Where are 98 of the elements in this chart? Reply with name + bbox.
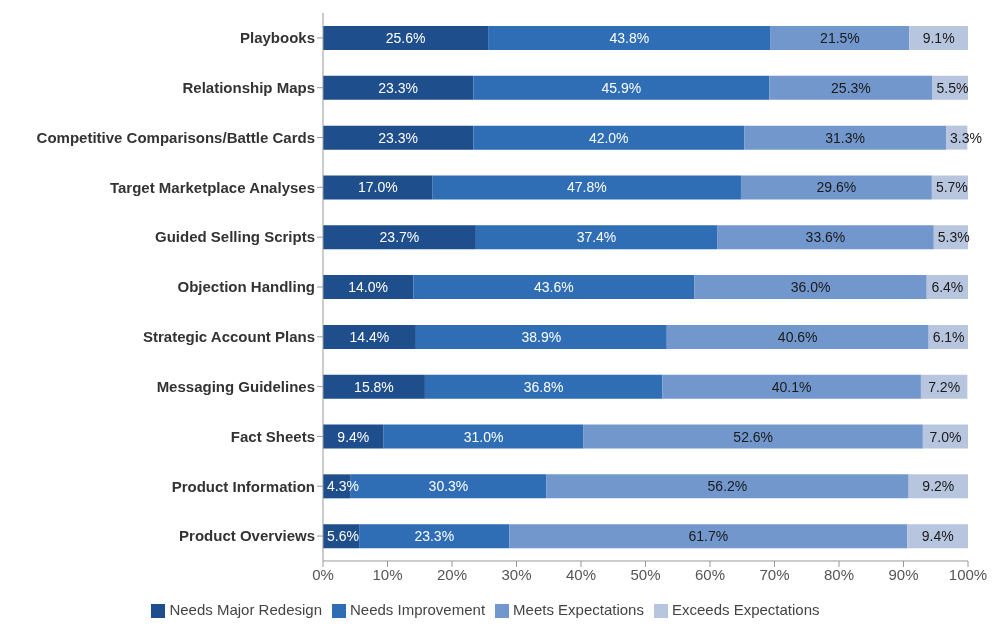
bar (583, 424, 923, 449)
bar (473, 75, 770, 100)
data-label: 40.1% (771, 378, 812, 395)
x-tick-label: 100% (948, 565, 988, 583)
y-tick-label: Messaging Guidelines (156, 377, 315, 395)
data-label: 5.3% (937, 229, 970, 246)
data-label: 14.0% (348, 279, 388, 296)
bar (666, 324, 929, 349)
bar (323, 225, 476, 250)
bar (717, 225, 934, 250)
data-label: 43.8% (609, 30, 650, 46)
bar (488, 26, 771, 50)
bar (475, 225, 718, 250)
data-label: 9.1% (922, 30, 955, 46)
y-tick-label: Guided Selling Scripts (154, 228, 315, 246)
bar (415, 324, 667, 349)
data-label: 33.6% (805, 229, 846, 246)
bar (323, 125, 474, 150)
data-label: 17.0% (357, 179, 398, 196)
data-label: 7.0% (929, 428, 962, 445)
data-label: 43.6% (534, 279, 574, 296)
data-label: 7.2% (928, 378, 961, 395)
data-label: 14.4% (349, 328, 390, 345)
x-tick-label: 80% (823, 565, 855, 583)
data-label: 4.3% (327, 478, 359, 495)
y-tick-label: Playbooks (239, 29, 315, 47)
data-label: 45.9% (601, 79, 642, 96)
data-label: 37.4% (576, 229, 617, 246)
x-tick-label: 10% (372, 565, 403, 583)
x-tick-label: 0% (312, 565, 334, 583)
bar (323, 26, 489, 50)
data-label: 9.4% (921, 528, 954, 545)
legend-label: Needs Major Redesign (169, 600, 322, 618)
data-label: 31.3% (825, 129, 865, 146)
data-label: 30.3% (428, 478, 469, 495)
data-label: 15.8% (354, 378, 394, 395)
data-label: 61.7% (688, 528, 729, 545)
data-label: 31.0% (463, 428, 504, 445)
x-tick-label: 50% (630, 565, 661, 583)
bar (359, 524, 510, 549)
bar (694, 275, 927, 300)
bar (473, 125, 745, 150)
y-tick-label: Fact Sheets (230, 427, 315, 445)
bar (323, 374, 425, 399)
bar (662, 374, 921, 399)
y-tick-label: Relationship Maps (182, 79, 315, 97)
y-tick-label: Objection Handling (177, 278, 315, 296)
x-tick-label: 20% (436, 565, 468, 583)
y-tick-label: Product Information (171, 477, 315, 495)
data-label: 5.5% (936, 79, 969, 96)
bar (424, 374, 663, 399)
legend-label: Meets Expectations (513, 600, 644, 618)
data-label: 23.3% (378, 129, 418, 146)
data-label: 36.8% (523, 378, 564, 395)
data-label: 6.1% (932, 328, 965, 345)
bar (323, 75, 474, 100)
data-label: 23.3% (414, 528, 455, 545)
data-label: 6.4% (931, 279, 964, 296)
data-label: 23.7% (379, 229, 420, 246)
x-tick-label: 60% (694, 565, 726, 583)
data-label: 5.7% (935, 179, 968, 196)
x-tick-label: 70% (759, 565, 790, 583)
y-tick-label: Strategic Account Plans (143, 328, 315, 346)
bar (323, 175, 433, 200)
data-label: 52.6% (733, 428, 774, 445)
bar (323, 324, 416, 349)
x-tick-label: 90% (888, 565, 919, 583)
data-label: 9.2% (922, 478, 955, 495)
y-tick-label: Target Marketplace Analyses (109, 178, 315, 196)
bar (744, 125, 947, 150)
bar (383, 424, 584, 449)
data-label: 5.6% (327, 528, 359, 545)
legend-label: Needs Improvement (350, 600, 486, 618)
data-label: 3.3% (950, 129, 982, 146)
y-tick-label: Product Overviews (179, 527, 315, 545)
bar (413, 275, 695, 300)
bar (432, 175, 741, 200)
bar (740, 175, 932, 200)
data-label: 36.0% (790, 279, 831, 296)
data-label: 42.0% (588, 129, 629, 146)
x-tick-label: 40% (565, 565, 597, 583)
bar (509, 524, 908, 549)
bar (770, 26, 910, 50)
data-label: 9.4% (337, 428, 370, 445)
data-label: 23.3% (378, 79, 418, 96)
y-tick-label: Competitive Comparisons/Battle Cards (36, 128, 315, 146)
data-label: 21.5% (820, 30, 860, 46)
data-label: 47.8% (566, 179, 607, 196)
bar (769, 75, 933, 100)
x-tick-label: 30% (501, 565, 532, 583)
data-label: 38.9% (521, 328, 562, 345)
legend-label: Exceeds Expectations (671, 600, 820, 618)
data-label: 25.3% (831, 79, 871, 96)
data-label: 29.6% (816, 179, 857, 196)
data-label: 25.6% (385, 30, 426, 46)
bar (546, 474, 909, 499)
data-label: 56.2% (707, 478, 748, 495)
data-label: 40.6% (777, 328, 818, 345)
